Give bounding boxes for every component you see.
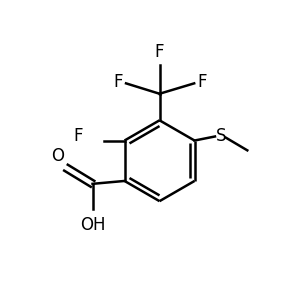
Text: O: O [51, 147, 64, 165]
Text: F: F [113, 73, 123, 91]
Text: F: F [155, 44, 164, 62]
Text: OH: OH [80, 216, 105, 234]
Text: F: F [198, 73, 207, 91]
Text: F: F [74, 128, 83, 146]
Text: S: S [215, 128, 226, 146]
